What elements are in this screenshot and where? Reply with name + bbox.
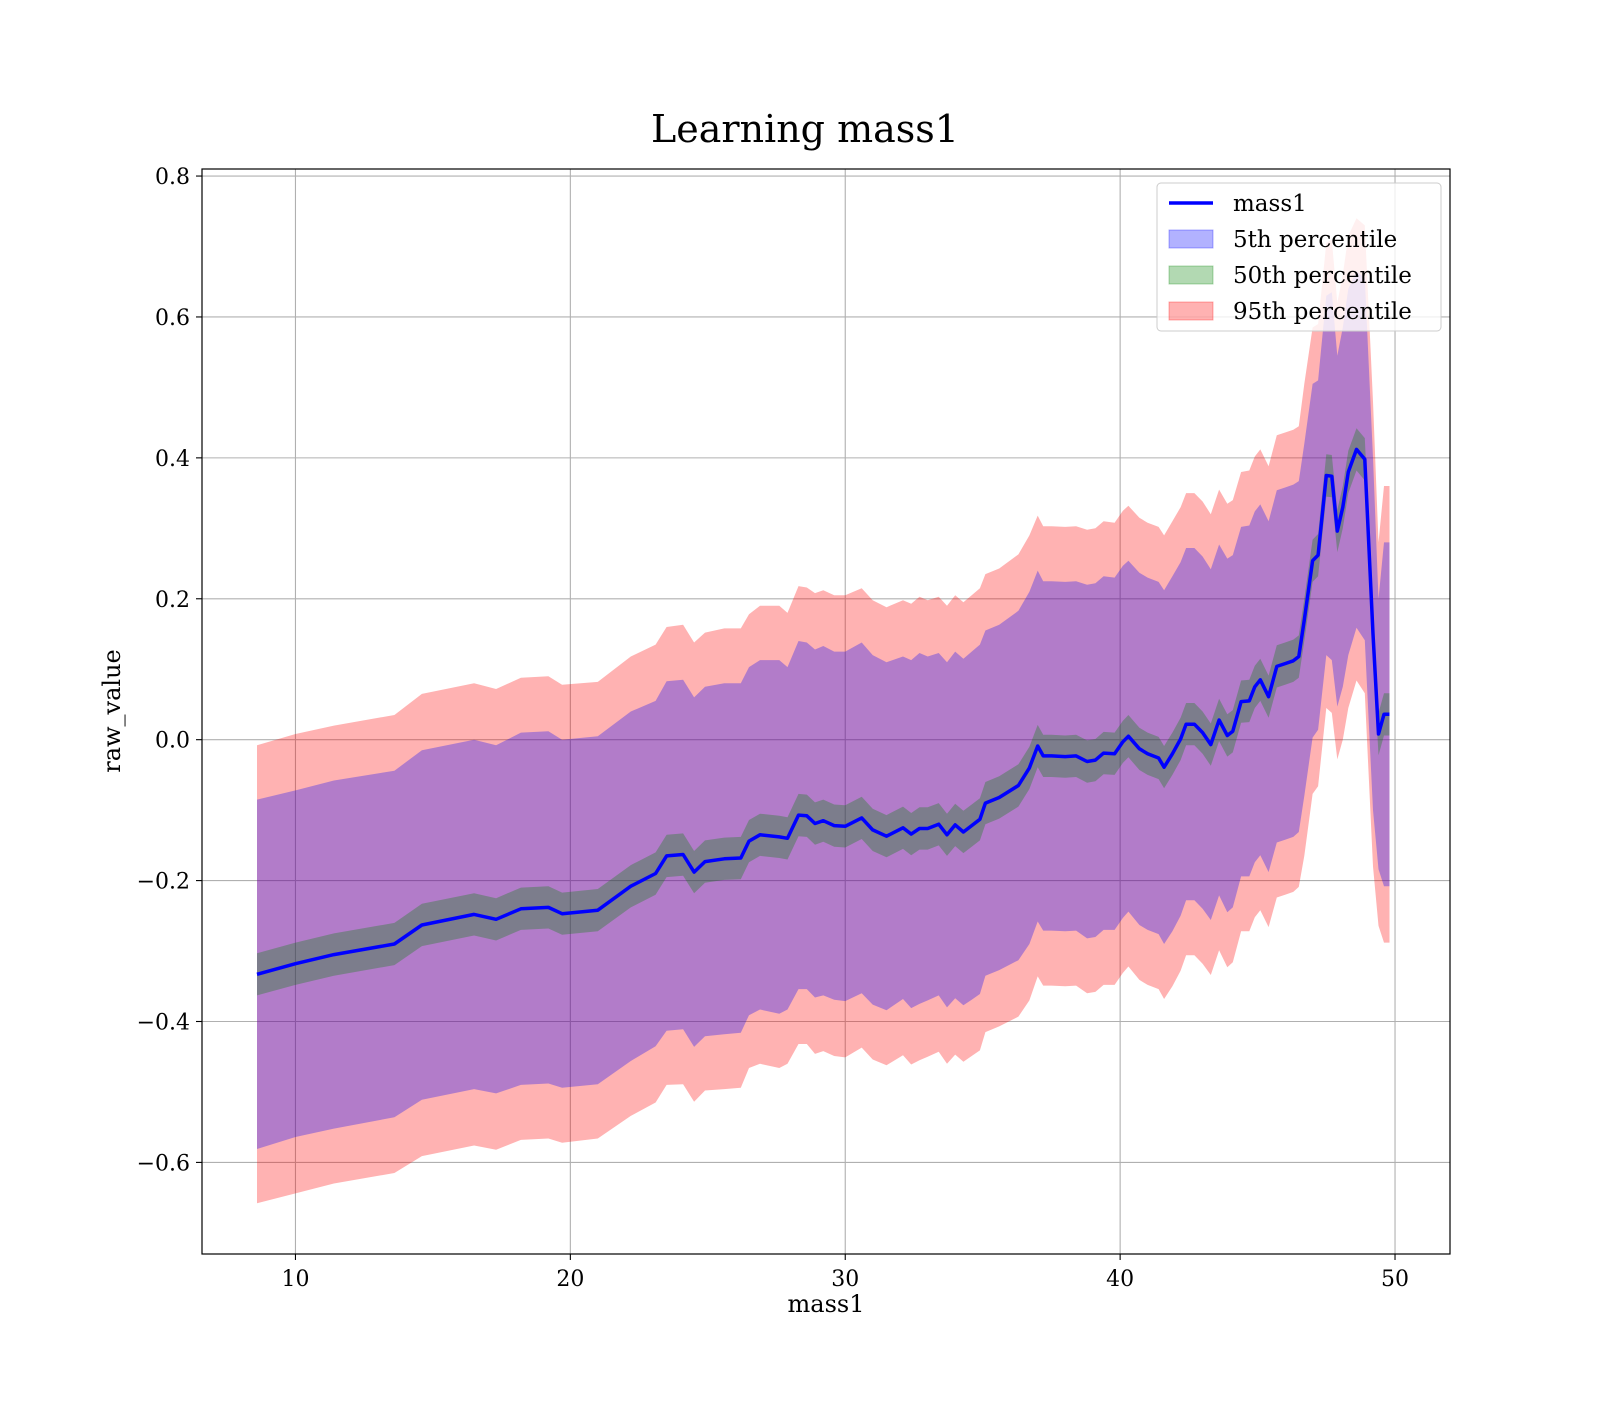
- legend-swatch-patch: [1168, 301, 1214, 321]
- percentile-bands: [257, 218, 1390, 1204]
- axis-ticks: 10 20 30 40 50 −0.6 −0.4 −0.2 0.0 0.2 0.4 0.6 0.8: [137, 165, 1409, 1292]
- series-line-mass1: [256, 447, 1390, 976]
- chart-title: Learning mass1: [651, 107, 959, 151]
- band-50th-percentile: [257, 428, 1390, 996]
- y-tick-label: 0.8: [155, 165, 190, 190]
- y-tick-label: 0.2: [155, 588, 190, 613]
- y-axis-label: raw_value: [98, 649, 126, 773]
- legend: mass1 5th percentile 50th percentile 95th p…: [1156, 182, 1442, 332]
- x-tick-label: 20: [556, 1267, 584, 1292]
- band-5th-percentile: [257, 271, 1390, 1149]
- band-95th-percentile: [257, 218, 1390, 1204]
- x-tick-label: 10: [281, 1267, 309, 1292]
- series-lines: [256, 447, 1390, 976]
- y-tick-label: −0.2: [137, 870, 190, 895]
- legend-label: 95th percentile: [1233, 299, 1412, 325]
- plot-frame: [201, 168, 1451, 1255]
- y-tick-label: 0.4: [155, 447, 190, 472]
- y-tick-label: −0.6: [137, 1151, 190, 1176]
- y-tick-label: −0.4: [137, 1011, 190, 1036]
- x-tick-label: 30: [831, 1267, 859, 1292]
- y-tick-label: 0.0: [155, 729, 190, 754]
- legend-label: 5th percentile: [1233, 227, 1397, 253]
- legend-label: 50th percentile: [1233, 263, 1412, 289]
- legend-box: [1156, 182, 1442, 332]
- y-tick-label: 0.6: [155, 306, 190, 331]
- x-axis-label: mass1: [788, 1290, 865, 1318]
- legend-swatch-patch: [1168, 265, 1214, 285]
- legend-swatch-patch: [1168, 229, 1214, 249]
- grid-lines: [202, 169, 1450, 1254]
- x-tick-label: 50: [1381, 1267, 1409, 1292]
- x-tick-label: 40: [1106, 1267, 1134, 1292]
- legend-label: mass1: [1233, 191, 1307, 217]
